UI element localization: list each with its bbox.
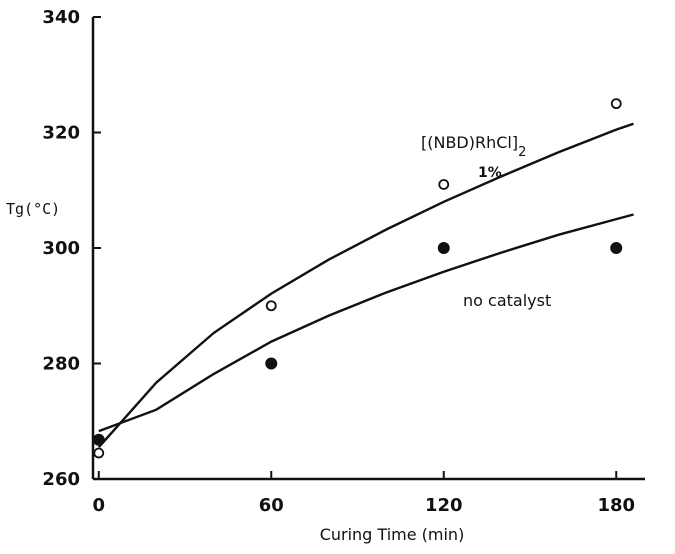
data-point-open <box>265 300 277 312</box>
catalyst-label-main: [(NBD)RhCl] <box>421 133 518 152</box>
y-axis-title: Tg(°C) <box>6 200 60 218</box>
x-tick-label: 120 <box>425 495 463 516</box>
data-points <box>92 98 623 459</box>
y-tick-label: 320 <box>42 123 80 144</box>
data-point-filled <box>265 357 278 370</box>
ticks: 260 280 300 320 340 0 60 120 180 <box>42 7 635 516</box>
x-tick-label: 180 <box>597 495 635 516</box>
no-catalyst-label: no catalyst <box>463 291 551 310</box>
catalyst-label: [(NBD)RhCl]2 <box>421 133 526 160</box>
catalyst-percent-label: 1% <box>478 165 502 181</box>
data-point-open <box>93 447 105 459</box>
fit-line-series-1 <box>97 122 634 448</box>
data-point-open <box>610 98 622 110</box>
catalyst-label-subscript: 2 <box>518 145 526 160</box>
x-axis-title: Curing Time (min) <box>320 525 465 544</box>
x-tick-label: 60 <box>259 495 284 516</box>
y-tick-label: 260 <box>42 469 80 490</box>
fit-lines <box>97 122 634 448</box>
y-tick-label: 280 <box>42 354 80 375</box>
x-tick-label: 0 <box>92 495 105 516</box>
y-tick-label: 300 <box>42 238 80 259</box>
axes <box>91 17 645 481</box>
fit-line-series-2 <box>98 213 634 433</box>
data-point-open <box>438 179 450 190</box>
data-point-filled <box>610 242 623 254</box>
y-tick-label: 340 <box>42 7 80 28</box>
data-point-filled <box>437 242 450 254</box>
data-point-filled <box>92 433 105 446</box>
